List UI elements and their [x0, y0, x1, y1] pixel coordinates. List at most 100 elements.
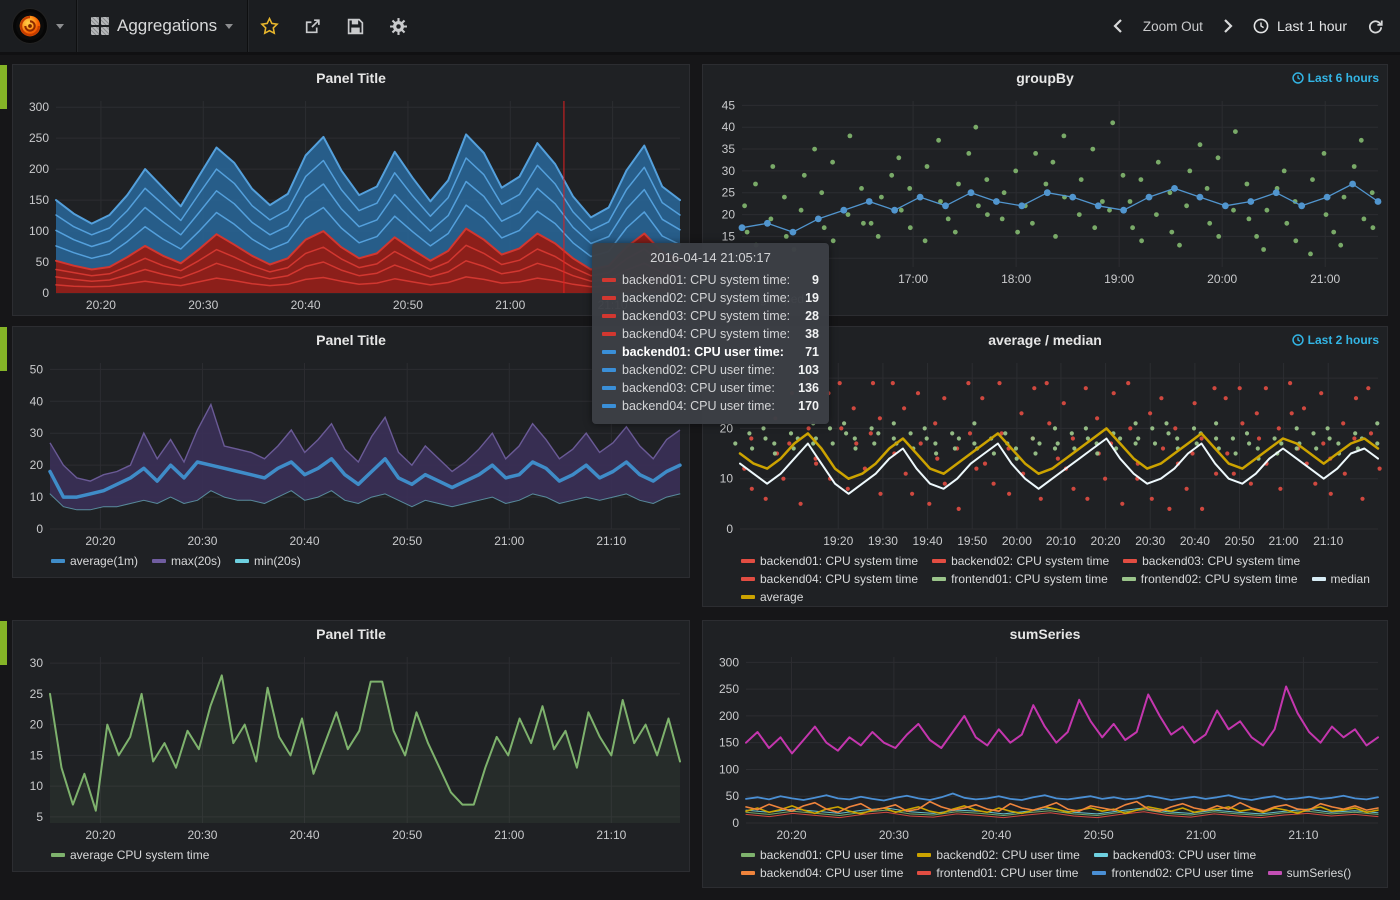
legend-item[interactable]: backend01: CPU user time	[741, 848, 903, 862]
share-dashboard-button[interactable]	[291, 0, 334, 52]
graph-legend: average(1m) max(20s) min(20s)	[13, 549, 689, 570]
tooltip-row: backend04: CPU user time: 170	[602, 397, 819, 415]
svg-text:20:20: 20:20	[776, 828, 806, 842]
legend-item[interactable]: backend04: CPU user time	[741, 866, 903, 880]
legend-item[interactable]: average	[741, 590, 803, 604]
dashboard-settings-button[interactable]	[377, 0, 420, 52]
svg-text:20:30: 20:30	[187, 828, 217, 842]
svg-text:20:40: 20:40	[981, 828, 1011, 842]
clock-icon	[1253, 18, 1269, 34]
tooltip-row: backend04: CPU system time: 38	[602, 325, 819, 343]
time-range-picker[interactable]: Last 1 hour	[1243, 0, 1357, 52]
navbar: Aggregations Zoom Out	[0, 0, 1400, 55]
svg-text:5: 5	[36, 810, 43, 824]
svg-text:20:30: 20:30	[879, 828, 909, 842]
panel-header[interactable]: groupBy Last 6 hours	[703, 65, 1387, 91]
svg-text:21:10: 21:10	[596, 828, 626, 842]
svg-text:21:00: 21:00	[494, 828, 524, 842]
clock-icon	[1291, 334, 1304, 346]
legend-item[interactable]: frontend01: CPU system time	[932, 572, 1108, 586]
graph-plot-area[interactable]: 0 50 100 150 200 250 300 20:20 20:30 20:40 20:50 21…	[14, 91, 688, 313]
graph-plot-area[interactable]: 0 50 100 150 200 250 300 20:20 20:30 20:40 20:50 21…	[704, 647, 1386, 843]
svg-text:19:00: 19:00	[1104, 272, 1134, 286]
legend-item[interactable]: backend03: CPU user time	[1093, 848, 1256, 862]
svg-text:15: 15	[30, 748, 44, 762]
svg-text:25: 25	[30, 687, 44, 701]
svg-text:20:50: 20:50	[392, 828, 422, 842]
legend-item[interactable]: frontend02: CPU user time	[1092, 866, 1254, 880]
svg-text:20:00: 20:00	[1002, 534, 1032, 548]
clock-icon	[1291, 72, 1304, 84]
svg-text:20:50: 20:50	[392, 534, 422, 548]
svg-text:30: 30	[722, 164, 736, 178]
legend-item[interactable]: max(20s)	[152, 554, 221, 568]
series-color-dash	[602, 350, 616, 354]
graph-plot-area[interactable]: 0 10 20 30 40 50 20:20 20:30 20:40 20:50 21:00 21:1…	[14, 353, 688, 549]
grafana-logo-button[interactable]	[0, 0, 76, 52]
legend-item[interactable]: backend02: CPU user time	[917, 848, 1080, 862]
panel-panel-title-2: Panel Title 0 10 20 30 40 50 20:20 20:30 20:40 20…	[12, 326, 690, 578]
settings-gear-icon	[390, 17, 408, 35]
share-icon	[306, 18, 320, 33]
svg-text:20: 20	[722, 208, 736, 222]
panel-sumseries: sumSeries 0 50 100 150 200 250 300 20:20 20:30 20…	[702, 620, 1388, 888]
zoom-out-button[interactable]: Zoom Out	[1133, 0, 1213, 52]
svg-text:35: 35	[722, 142, 736, 156]
graph-plot-area[interactable]: 5 10 15 20 25 30 20:20 20:30 20:40 20:50 21:00 21:1…	[14, 647, 688, 843]
panel-header[interactable]: sumSeries	[703, 621, 1387, 647]
svg-text:0: 0	[42, 286, 49, 300]
svg-text:20:50: 20:50	[1084, 828, 1114, 842]
svg-text:17:00: 17:00	[898, 272, 928, 286]
legend-item[interactable]: frontend02: CPU system time	[1121, 572, 1298, 586]
series-color-dash	[602, 296, 616, 300]
legend-item[interactable]: average(1m)	[51, 554, 138, 568]
row-menu-handle[interactable]	[0, 65, 7, 109]
legend-item[interactable]: backend04: CPU system time	[741, 572, 918, 586]
tooltip-row: backend02: CPU user time: 103	[602, 361, 819, 379]
time-shift-back-button[interactable]	[1103, 0, 1133, 52]
save-dashboard-button[interactable]	[334, 0, 377, 52]
graph-plot-area[interactable]: 010203019:2019:3019:4019:5020:0020:1020:…	[704, 353, 1386, 549]
legend-item[interactable]: backend02: CPU system time	[932, 554, 1109, 568]
navbar-separator	[76, 0, 77, 52]
tooltip-row: backend02: CPU system time: 19	[602, 289, 819, 307]
panel-title: Panel Title	[316, 626, 386, 642]
svg-text:20:20: 20:20	[86, 298, 116, 312]
svg-text:20:50: 20:50	[393, 298, 423, 312]
dashboard-picker[interactable]: Aggregations	[77, 0, 247, 52]
legend-item[interactable]: frontend01: CPU user time	[917, 866, 1078, 880]
panel-header[interactable]: Panel Title	[13, 621, 689, 647]
panel-header[interactable]: Panel Title	[13, 65, 689, 91]
time-shift-forward-button[interactable]	[1213, 0, 1243, 52]
svg-text:10: 10	[30, 490, 44, 504]
legend-item[interactable]: min(20s)	[235, 554, 301, 568]
svg-text:30: 30	[30, 656, 44, 670]
svg-text:20:40: 20:40	[290, 828, 320, 842]
legend-item[interactable]: average CPU system time	[51, 848, 209, 862]
legend-item[interactable]: sumSeries()	[1267, 866, 1351, 880]
legend-item[interactable]: backend01: CPU system time	[741, 554, 918, 568]
row-menu-handle[interactable]	[0, 327, 7, 371]
series-color-dash	[602, 314, 616, 318]
svg-text:20:50: 20:50	[1225, 534, 1255, 548]
legend-item[interactable]: backend03: CPU system time	[1123, 554, 1300, 568]
panel-header[interactable]: Panel Title	[13, 327, 689, 353]
series-color-dash	[602, 368, 616, 372]
svg-text:50: 50	[36, 255, 50, 269]
panel-header[interactable]: average / median Last 2 hours	[703, 327, 1387, 353]
svg-text:0: 0	[36, 522, 43, 536]
svg-text:19:40: 19:40	[913, 534, 943, 548]
series-color-dash	[602, 332, 616, 336]
graph-legend: backend01: CPU system time backend02: CPU…	[703, 549, 1387, 606]
caret-down-icon	[225, 23, 234, 29]
grafana-logo-icon	[12, 8, 48, 44]
svg-text:150: 150	[719, 736, 739, 750]
panel-title: average / median	[988, 332, 1102, 348]
svg-text:20: 20	[720, 421, 734, 435]
graph-tooltip: 2016-04-14 21:05:17 backend01: CPU syste…	[592, 243, 829, 424]
row-menu-handle[interactable]	[0, 621, 7, 665]
legend-item[interactable]: median	[1311, 572, 1370, 586]
svg-text:30: 30	[30, 426, 44, 440]
refresh-button[interactable]	[1357, 0, 1400, 52]
star-dashboard-button[interactable]	[248, 0, 291, 52]
